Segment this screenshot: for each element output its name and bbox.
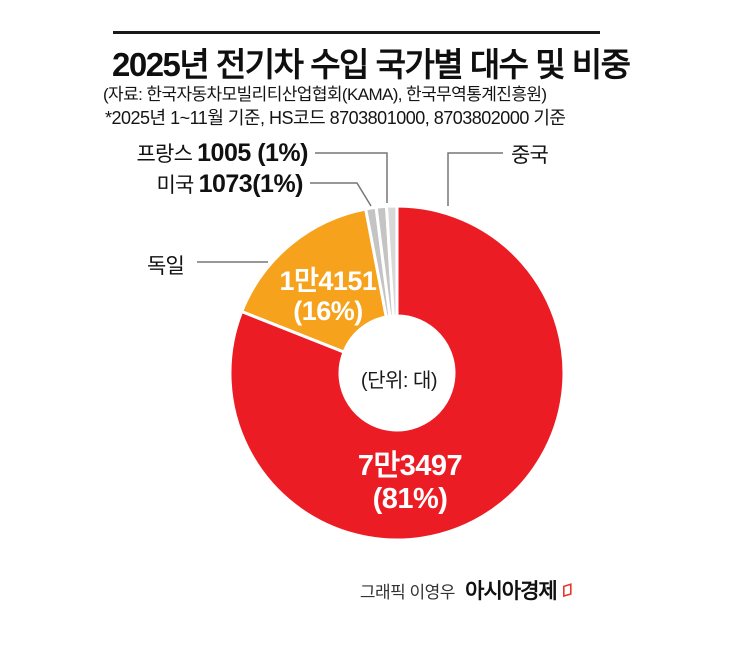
germany-value: 1만4151: [279, 266, 377, 296]
credit-byline: 그래픽 이영우: [359, 583, 456, 602]
brand-name: 아시아경제: [465, 580, 558, 603]
country-name-france: 프랑스: [136, 143, 193, 166]
leader-line-china: [447, 152, 503, 206]
top-rule: [113, 31, 600, 34]
note-line: *2025년 1~11월 기준, HS코드 8703801000, 870380…: [105, 108, 566, 128]
unit-label: (단위: 대): [360, 370, 438, 392]
china-slice-value: 7만3497 (81%): [310, 450, 510, 516]
label-usa: 미국 1073(1%): [157, 169, 304, 199]
leader-line-france: [315, 152, 388, 203]
donut-segment-other: [384, 204, 399, 318]
donut-segment-중국: [228, 204, 566, 542]
brand-logo-icon: [563, 583, 572, 598]
country-name-china: 중국: [511, 144, 549, 167]
page-title: 2025년 전기차 수입 국가별 대수 및 비중: [112, 46, 631, 83]
china-pct: (81%): [372, 483, 448, 515]
country-name-germany: 독일: [147, 255, 185, 278]
leader-line-usa: [310, 182, 372, 207]
label-china: 중국: [511, 139, 549, 169]
germany-pct: (16%): [293, 296, 363, 326]
germany-slice-value: 1만4151 (16%): [228, 266, 428, 326]
country-value-france: 1005 (1%): [197, 139, 308, 167]
country-value-usa: 1073(1%): [198, 170, 304, 198]
country-name-usa: 미국: [156, 174, 195, 197]
source-line: (자료: 한국자동차모빌리티산업협회(KAMA), 한국무역통계진흥원): [103, 85, 547, 104]
china-value: 7만3497: [357, 450, 463, 482]
label-germany: 독일: [147, 250, 185, 280]
donut-segment-독일: [239, 207, 389, 354]
label-france: 프랑스 1005 (1%): [136, 138, 309, 168]
credit-line: 그래픽 이영우 아시아경제: [360, 575, 573, 605]
